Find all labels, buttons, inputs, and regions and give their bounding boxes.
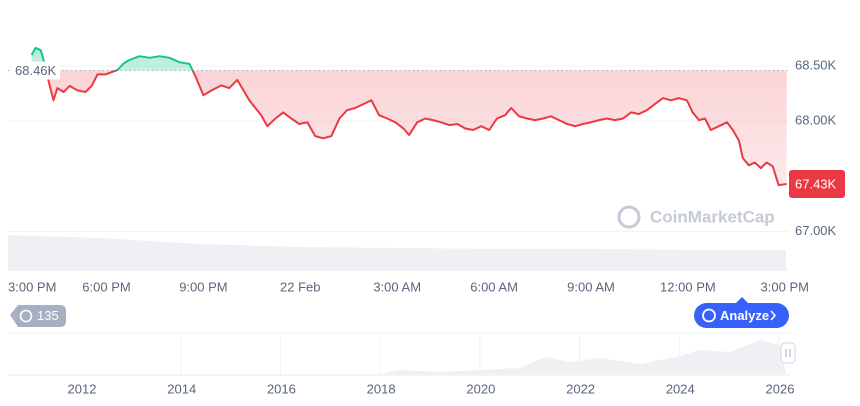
watermark-text: CoinMarketCap <box>650 207 775 226</box>
x-tick-label: 6:00 AM <box>470 279 518 294</box>
volume-strip <box>8 235 786 270</box>
y-tick-label: 68.50K <box>795 58 837 73</box>
price-line <box>30 46 787 187</box>
x-tick-label: 9:00 AM <box>567 279 615 294</box>
navigator-year-label: 2012 <box>68 381 97 396</box>
events-badge[interactable]: 135 <box>10 305 66 327</box>
last-price-label: 67.43K <box>795 176 837 191</box>
navigator-year-label: 2022 <box>566 381 595 396</box>
reference-label: 68.46K <box>15 63 57 78</box>
watermark: CoinMarketCap <box>617 205 775 229</box>
x-tick-label: 12:00 PM <box>660 279 716 294</box>
x-tick-label: 9:00 PM <box>179 279 227 294</box>
navigator <box>8 332 796 376</box>
y-tick-label: 68.00K <box>795 113 837 128</box>
x-tick-label: 6:00 PM <box>82 279 130 294</box>
navigator-year-label: 2026 <box>766 381 795 396</box>
navigator-year-label: 2016 <box>267 381 296 396</box>
y-tick-label: 67.00K <box>795 223 837 238</box>
analyze-label[interactable]: Analyze <box>720 308 769 323</box>
x-tick-label: 3:00 AM <box>373 279 421 294</box>
navigator-handle[interactable] <box>780 342 796 364</box>
navigator-year-label: 2018 <box>367 381 396 396</box>
x-tick-label: 22 Feb <box>280 279 320 294</box>
analyze-button[interactable]: Analyze <box>694 297 789 328</box>
price-area <box>31 47 787 186</box>
navigator-area <box>8 340 786 374</box>
x-tick-label: 3:00 PM <box>8 279 56 294</box>
reference-label-bg <box>12 61 60 80</box>
navigator-year-label: 2020 <box>466 381 495 396</box>
navigator-year-label: 2024 <box>666 381 695 396</box>
navigator-year-label: 2014 <box>167 381 196 396</box>
last-price-badge <box>789 170 845 199</box>
x-tick-label: 3:00 PM <box>761 279 809 294</box>
events-count[interactable]: 135 <box>37 308 59 323</box>
